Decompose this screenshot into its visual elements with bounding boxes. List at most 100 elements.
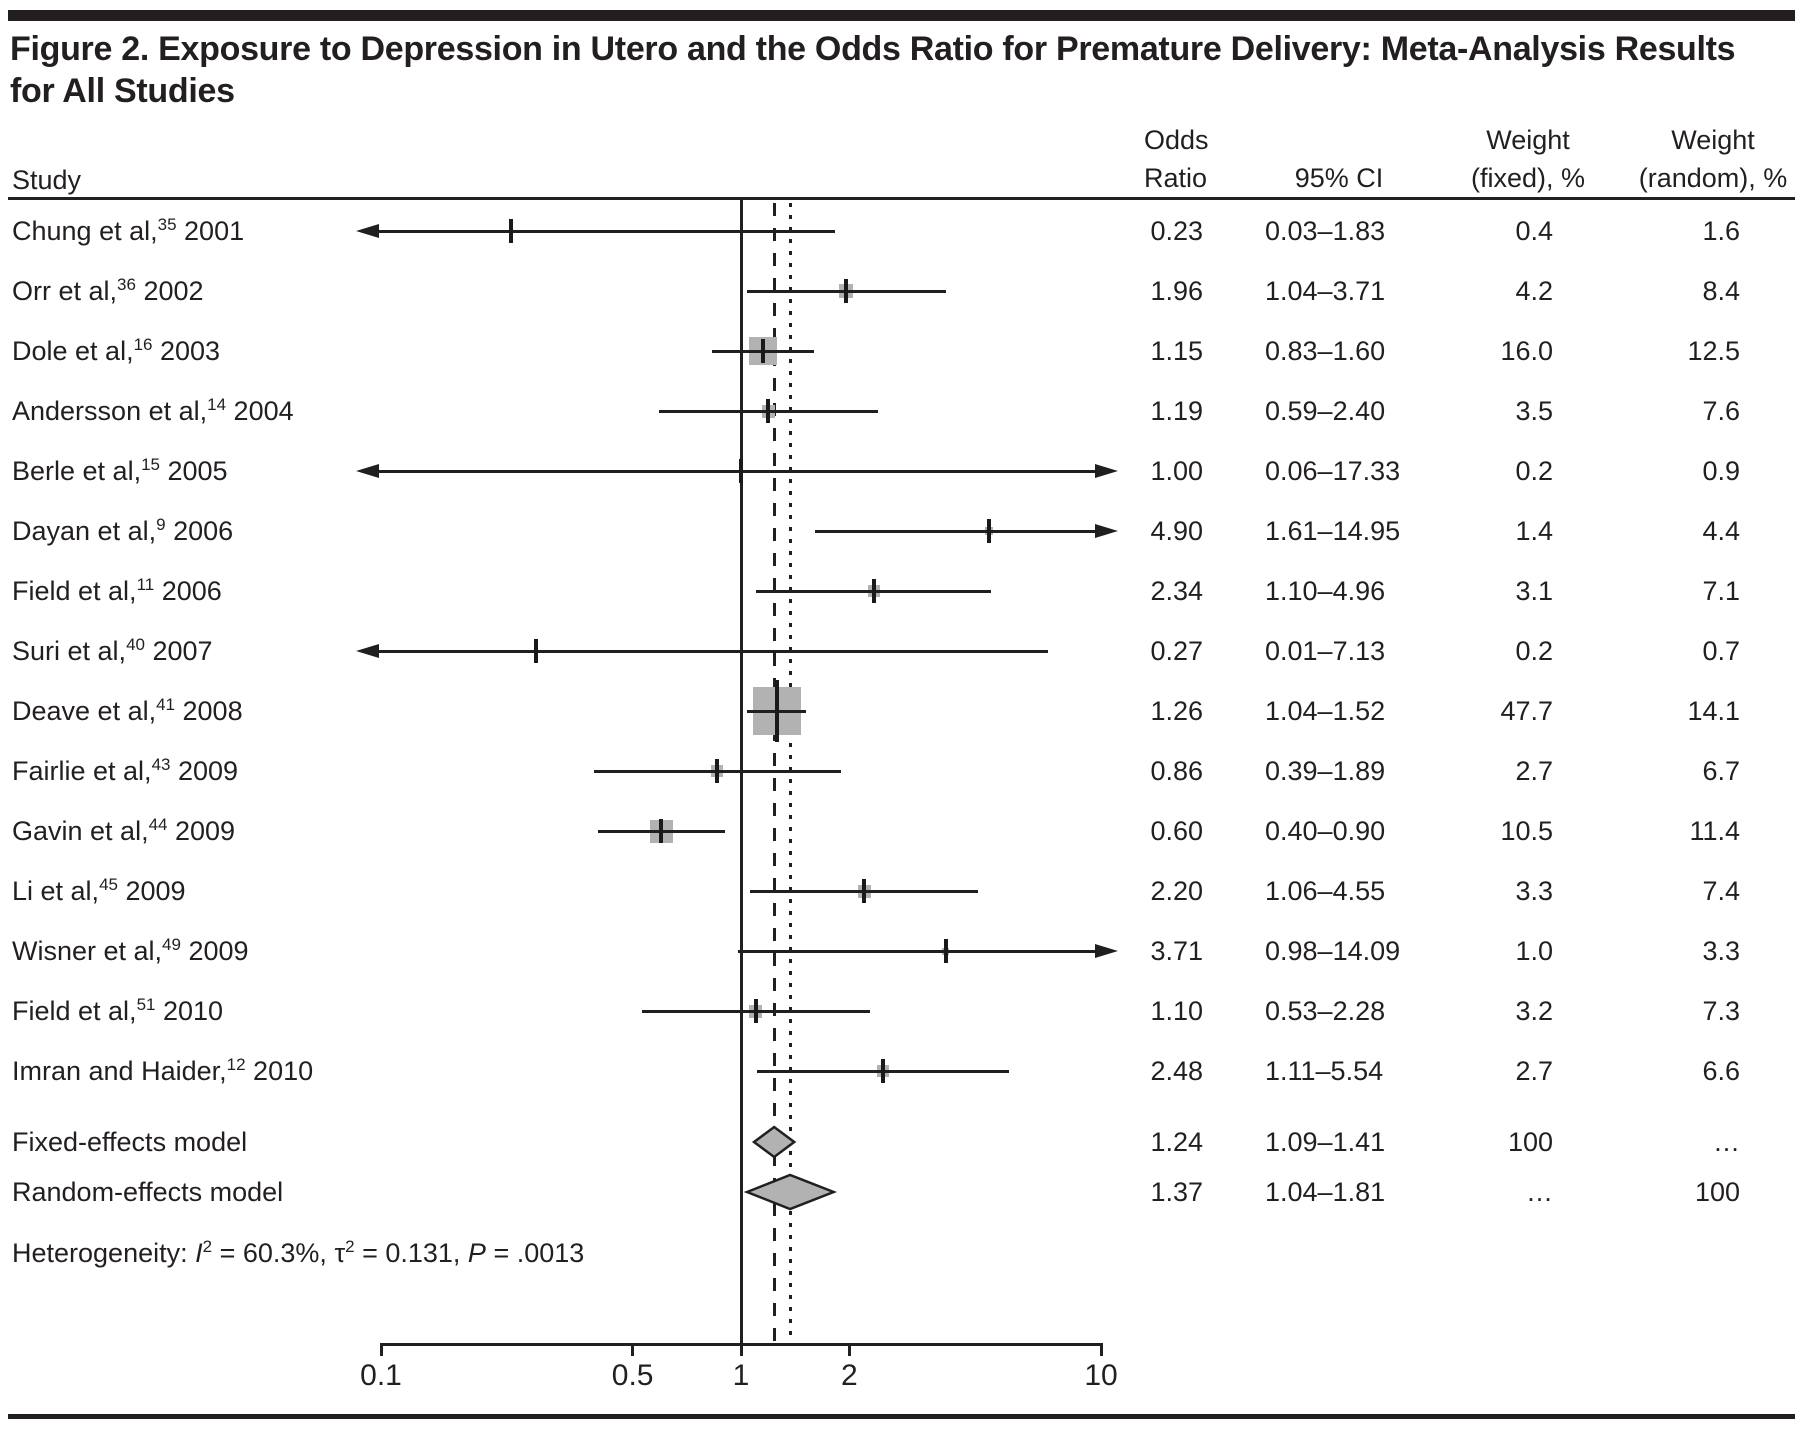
ci-value: 1.11–5.54 xyxy=(1265,1056,1384,1086)
weight-random-value: 7.3 xyxy=(1702,996,1740,1026)
study-label: Fixed-effects model xyxy=(12,1127,248,1157)
or-value: 1.26 xyxy=(1150,696,1203,726)
ci-value: 0.59–2.40 xyxy=(1265,396,1386,426)
weight-fixed-value: 16.0 xyxy=(1500,336,1553,366)
ci-header: 95% CI xyxy=(1294,163,1384,193)
ci-value: 1.04–1.52 xyxy=(1265,696,1386,726)
ci-line xyxy=(374,469,1100,473)
axis-tick-label: 0.5 xyxy=(611,1359,654,1392)
heterogeneity-text-part: = .0013 xyxy=(485,1238,585,1268)
weight-fixed-value: 100 xyxy=(1507,1127,1553,1157)
or-value: 1.24 xyxy=(1150,1127,1203,1157)
axis-tick-label: 0.1 xyxy=(360,1359,402,1392)
point-estimate-tick xyxy=(871,579,876,603)
study-label: Field et al,11 2006 xyxy=(12,575,222,606)
heterogeneity-text-part: 2 xyxy=(345,1237,355,1256)
or-value: 1.37 xyxy=(1150,1177,1203,1207)
study-label: Chung et al,35 2001 xyxy=(12,215,245,246)
point-estimate-tick xyxy=(987,519,992,543)
axis-tick xyxy=(631,1343,635,1356)
study-label: Wisner et al,49 2009 xyxy=(12,935,249,966)
weight-random-value: 14.1 xyxy=(1687,696,1740,726)
weight-random-value: 3.3 xyxy=(1702,936,1740,966)
weight-fixed-value: 2.7 xyxy=(1515,1056,1553,1086)
point-estimate-tick xyxy=(659,819,664,843)
study-label: Fairlie et al,43 2009 xyxy=(12,755,239,786)
or-value: 3.71 xyxy=(1150,936,1203,966)
weight-fixed-value: 0.2 xyxy=(1515,636,1553,666)
weight-fixed-value: 10.5 xyxy=(1500,816,1553,846)
weight-fixed-value: … xyxy=(1526,1177,1553,1207)
or-value: 1.10 xyxy=(1150,996,1203,1026)
or-value: 2.34 xyxy=(1150,576,1203,606)
weight-fixed-value: 47.7 xyxy=(1500,696,1553,726)
ci-line xyxy=(374,649,1049,653)
top-rule xyxy=(8,10,1795,21)
ci-value: 0.53–2.28 xyxy=(1265,996,1386,1026)
or-value: 0.86 xyxy=(1150,756,1203,786)
ci-value: 1.09–1.41 xyxy=(1265,1127,1386,1157)
arrow-right-icon xyxy=(1095,464,1118,478)
ci-value: 0.98–14.09 xyxy=(1265,936,1401,966)
weight-fixed-value: 3.3 xyxy=(1515,876,1553,906)
study-label: Deave et al,41 2008 xyxy=(12,695,243,726)
arrow-left-icon xyxy=(356,644,379,658)
weight-random-value: 6.6 xyxy=(1702,1056,1740,1086)
or-value: 1.00 xyxy=(1150,456,1203,486)
study-label: Dayan et al,9 2006 xyxy=(12,515,234,546)
point-estimate-tick xyxy=(943,939,948,963)
weight-random-header-line2: (random), % xyxy=(1638,163,1788,193)
heterogeneity-text-part: Heterogeneity: xyxy=(12,1238,196,1268)
weight-random-value: 0.7 xyxy=(1702,636,1740,666)
or-value: 0.60 xyxy=(1150,816,1203,846)
point-estimate-tick xyxy=(753,999,758,1023)
ci-value: 1.06–4.55 xyxy=(1265,876,1386,906)
study-label: Dole et al,16 2003 xyxy=(12,335,221,366)
weight-random-value: 8.4 xyxy=(1702,276,1740,306)
or-value: 4.90 xyxy=(1150,516,1203,546)
random-effect-reference-line xyxy=(789,203,792,1343)
or-value: 0.23 xyxy=(1150,216,1203,246)
heterogeneity-text-part: P xyxy=(467,1238,486,1268)
weight-random-value: 11.4 xyxy=(1689,816,1740,846)
weight-random-value: 7.6 xyxy=(1702,396,1740,426)
study-label: Gavin et al,44 2009 xyxy=(12,815,236,846)
weight-fixed-value: 1.0 xyxy=(1515,936,1553,966)
axis-tick xyxy=(1099,1343,1103,1356)
ci-value: 0.40–0.90 xyxy=(1265,816,1386,846)
header-rule xyxy=(8,197,1795,200)
point-estimate-tick xyxy=(844,279,849,303)
ci-line xyxy=(374,229,836,233)
weight-fixed-value: 3.1 xyxy=(1515,576,1553,606)
weight-random-value: … xyxy=(1713,1127,1740,1157)
axis-tick xyxy=(847,1343,851,1356)
point-estimate-tick xyxy=(766,399,771,423)
or-value: 1.96 xyxy=(1150,276,1203,306)
bottom-rule xyxy=(8,1414,1795,1419)
axis-tick xyxy=(379,1343,383,1356)
odds-ratio-header-line1: Odds xyxy=(1144,125,1209,155)
weight-random-value: 4.4 xyxy=(1702,516,1740,546)
weight-random-value: 12.5 xyxy=(1687,336,1740,366)
point-estimate-tick xyxy=(881,1059,885,1083)
ci-value: 0.06–17.33 xyxy=(1265,456,1401,486)
study-label: Berle et al,15 2005 xyxy=(12,455,228,486)
study-label: Li et al,45 2009 xyxy=(12,875,186,906)
fixed-effects-diamond xyxy=(752,1125,797,1159)
weight-fixed-value: 2.7 xyxy=(1515,756,1553,786)
heterogeneity-text-part: I xyxy=(195,1238,203,1268)
point-estimate-tick xyxy=(715,759,720,783)
heterogeneity-text-part: = 60.3%, xyxy=(212,1238,335,1268)
weight-random-value: 7.1 xyxy=(1702,576,1740,606)
or-value: 1.15 xyxy=(1150,336,1203,366)
ci-value: 1.10–4.96 xyxy=(1265,576,1386,606)
weight-random-value: 6.7 xyxy=(1702,756,1740,786)
heterogeneity-text-part: = 0.131, xyxy=(354,1238,468,1268)
ci-value: 0.01–7.13 xyxy=(1265,636,1386,666)
heterogeneity-note: Heterogeneity: I2 = 60.3%, τ2 = 0.131, P… xyxy=(12,1233,584,1273)
weight-random-header-line1: Weight xyxy=(1671,125,1755,155)
or-value: 1.19 xyxy=(1150,396,1203,426)
ci-value: 0.83–1.60 xyxy=(1265,336,1386,366)
ci-value: 1.04–3.71 xyxy=(1265,276,1386,306)
